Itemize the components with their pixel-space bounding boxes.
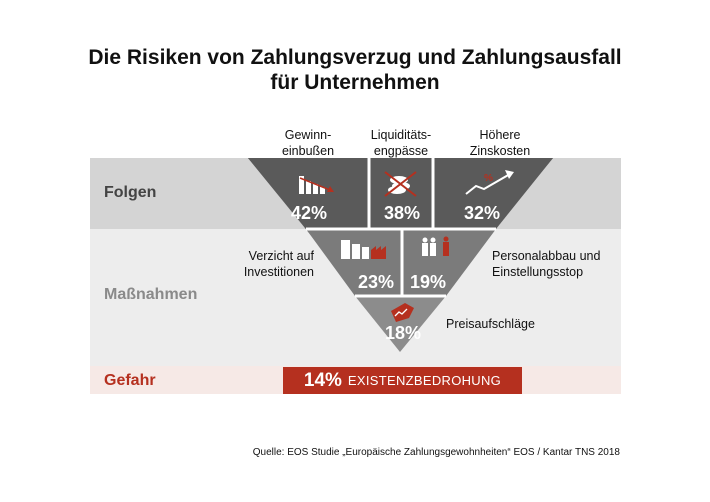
crossed-coins-icon — [384, 171, 417, 197]
caption-zinskosten: Höhere Zinskosten — [469, 128, 531, 158]
value-existenzbedrohung: 14% — [303, 369, 342, 391]
bar-chart-decline-icon — [299, 176, 334, 194]
caption-personalabbau: Personalabbau und Einstellungsstop — [492, 249, 601, 279]
value-gewinneinbussen: 42% — [290, 203, 328, 223]
chart-title-line-2: für Unternehmen — [270, 71, 440, 94]
value-investitionen: 23% — [357, 272, 395, 292]
people-icon — [422, 236, 449, 256]
chart-title-line-1: Die Risiken von Zahlungsverzug und Zahlu… — [88, 46, 622, 69]
folgen-label: Folgen — [104, 184, 157, 201]
value-liquiditaetsengpaesse: 38% — [383, 203, 421, 223]
caption-liquiditaetsengpaesse: Liquiditäts- engpässe — [370, 128, 432, 158]
rising-percent-arrow-icon: % — [465, 170, 514, 195]
caption-gewinneinbussen: Gewinn- einbußen — [281, 128, 335, 158]
svg-text:%: % — [484, 173, 493, 184]
preisaufschlaege-triangle — [355, 296, 446, 352]
value-zinskosten: 32% — [463, 203, 501, 223]
massnahmen-label: Maßnahmen — [104, 286, 198, 303]
existenzbedrohung-box: 14% EXISTENZBEDROHUNG — [283, 367, 522, 394]
price-tag-icon — [391, 303, 414, 322]
factory-buildings-icon — [341, 240, 386, 259]
label-existenzbedrohung: EXISTENZBEDROHUNG — [347, 373, 502, 388]
caption-preisaufschlaege: Preisaufschläge — [446, 317, 535, 331]
value-personalabbau: 19% — [409, 272, 447, 292]
source-note: Quelle: EOS Studie „Europäische Zahlungs… — [252, 447, 620, 458]
value-preisaufschlaege: 18% — [384, 323, 422, 343]
caption-investitionen: Verzicht auf Investitionen — [243, 249, 314, 279]
gefahr-label: Gefahr — [104, 372, 156, 389]
